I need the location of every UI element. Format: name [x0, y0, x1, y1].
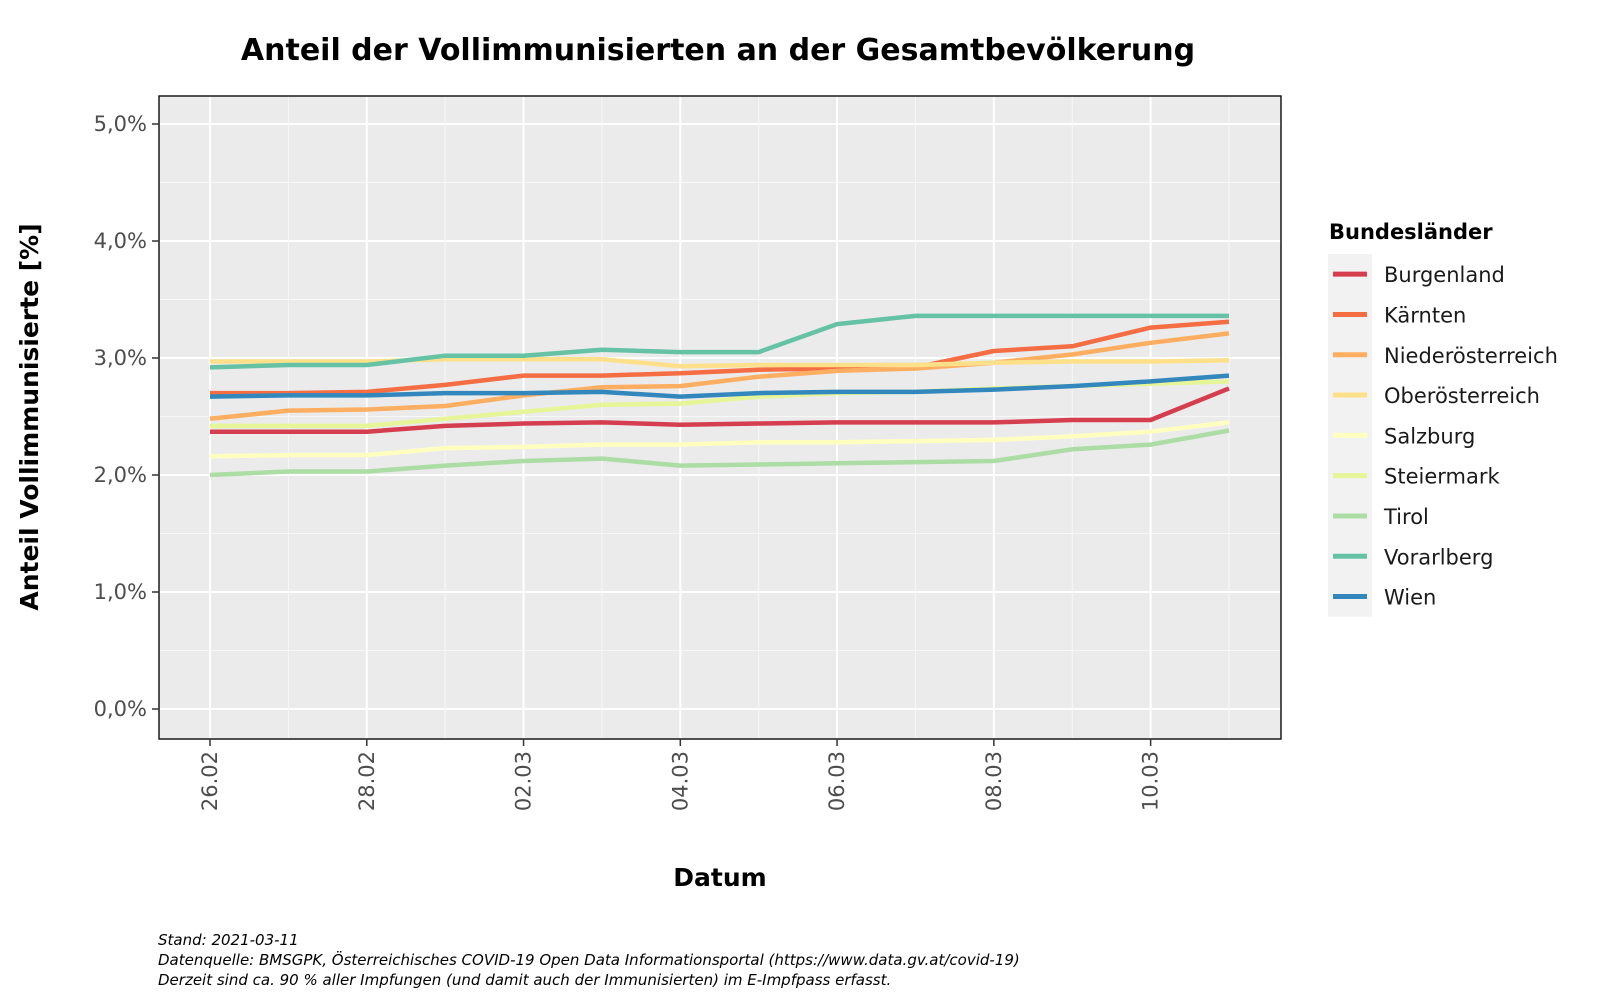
plot-border: [158, 95, 1282, 740]
y-tick-label: 0,0%: [94, 697, 147, 721]
y-tick-label: 5,0%: [94, 112, 147, 136]
x-tick-label: 26.02: [198, 751, 222, 811]
legend-label: Tirol: [1383, 505, 1429, 529]
y-tick-label: 4,0%: [94, 229, 147, 253]
x-axis: 26.02 28.02 02.03 04.03 06.03 08.03 10.03: [198, 739, 1163, 811]
legend-label: Steiermark: [1384, 465, 1500, 489]
series-line-salzburg: [209, 420, 1230, 459]
series-line-burgenland: [210, 386, 1230, 434]
y-axis-title: Anteil Vollimmunisierte [%]: [15, 223, 44, 610]
series-line-kärnten: [210, 319, 1230, 396]
plot-area: [159, 96, 1281, 739]
y-tick-label: 3,0%: [94, 346, 147, 370]
series-lines: [209, 313, 1230, 478]
series-line-niederösterreich: [209, 331, 1230, 422]
y-tick-label: 1,0%: [94, 580, 147, 604]
x-tick-label: 06.03: [825, 751, 849, 811]
series-line-oberösterreich: [210, 356, 1230, 369]
legend-label: Kärnten: [1384, 303, 1466, 327]
legend-title: Bundesländer: [1329, 220, 1493, 244]
legend: Bundesländer Burgenland Kärnten Niederöste…: [1328, 220, 1558, 617]
legend-label: Oberösterreich: [1384, 384, 1540, 408]
legend-label: Vorarlberg: [1384, 545, 1493, 569]
caption-date: Stand: 2021-03-11: [158, 931, 299, 949]
x-tick-label: 28.02: [355, 751, 379, 811]
series-line-tirol: [209, 428, 1230, 478]
x-axis-title: Datum: [673, 863, 766, 892]
x-tick-label: 04.03: [668, 751, 692, 811]
y-axis: 0,0% 1,0% 2,0% 3,0% 4,0% 5,0%: [94, 112, 159, 721]
caption: Stand: 2021-03-11 Datenquelle: BMSGPK, Ö…: [158, 930, 1020, 990]
series-line-vorarlberg: [209, 313, 1229, 370]
legend-label: Wien: [1384, 586, 1436, 610]
legend-label: Salzburg: [1384, 424, 1475, 448]
caption-note: Derzeit sind ca. 90 % aller Impfungen (u…: [158, 971, 892, 989]
y-tick-label: 2,0%: [94, 463, 147, 487]
caption-source: Datenquelle: BMSGPK, Österreichisches CO…: [158, 951, 1020, 969]
x-tick-label: 02.03: [512, 751, 536, 811]
x-tick-label: 10.03: [1139, 751, 1163, 811]
chart-title: Anteil der Vollimmunisierten an der Gesa…: [241, 33, 1195, 68]
x-tick-label: 08.03: [982, 751, 1006, 811]
legend-label: Burgenland: [1384, 263, 1505, 287]
legend-label: Niederösterreich: [1384, 344, 1558, 368]
series-line-wien: [209, 373, 1230, 399]
grid: [159, 96, 1281, 739]
